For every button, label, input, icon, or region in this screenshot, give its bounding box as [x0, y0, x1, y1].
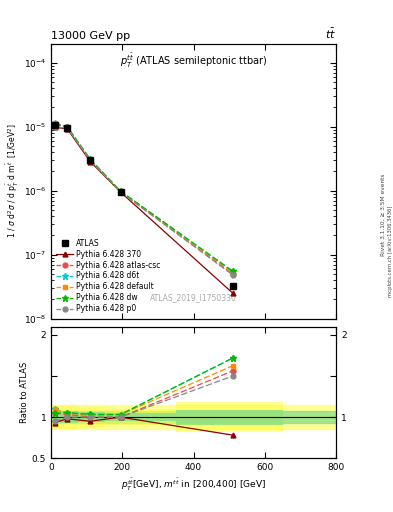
Bar — [105, 413, 176, 421]
Text: 13000 GeV pp: 13000 GeV pp — [51, 31, 130, 41]
Y-axis label: Ratio to ATLAS: Ratio to ATLAS — [20, 362, 29, 423]
Bar — [51, 407, 60, 428]
Text: mcplots.cern.ch [arXiv:1306.3436]: mcplots.cern.ch [arXiv:1306.3436] — [388, 205, 393, 296]
Bar — [105, 409, 176, 425]
X-axis label: $p_T^{t\bar{t}}$[GeV], $m^{t\bar{t}}$ in [200,400] [GeV]: $p_T^{t\bar{t}}$[GeV], $m^{t\bar{t}}$ in… — [121, 476, 266, 493]
Y-axis label: 1 / $\sigma$ d$^2\sigma$ / d p$_T^{\bar{t}}$ d m$^{\bar{t}}$  [1/GeV$^2$]: 1 / $\sigma$ d$^2\sigma$ / d p$_T^{\bar{… — [5, 124, 21, 239]
Bar — [176, 402, 283, 432]
Text: $p_T^{t\bar{t}}$ (ATLAS semileptonic ttbar): $p_T^{t\bar{t}}$ (ATLAS semileptonic ttb… — [120, 52, 267, 70]
Text: $t\bar{t}$: $t\bar{t}$ — [325, 27, 336, 41]
Text: Rivet 3.1.10, ≥ 3.5M events: Rivet 3.1.10, ≥ 3.5M events — [381, 174, 386, 257]
Bar — [60, 405, 78, 430]
Bar — [78, 412, 105, 422]
Legend: ATLAS, Pythia 6.428 370, Pythia 6.428 atlas-csc, Pythia 6.428 d6t, Pythia 6.428 : ATLAS, Pythia 6.428 370, Pythia 6.428 at… — [55, 237, 162, 315]
Bar — [78, 407, 105, 427]
Bar — [176, 410, 283, 424]
Text: ATLAS_2019_I1750330: ATLAS_2019_I1750330 — [150, 293, 237, 302]
Bar — [60, 411, 78, 423]
Bar — [51, 412, 60, 422]
